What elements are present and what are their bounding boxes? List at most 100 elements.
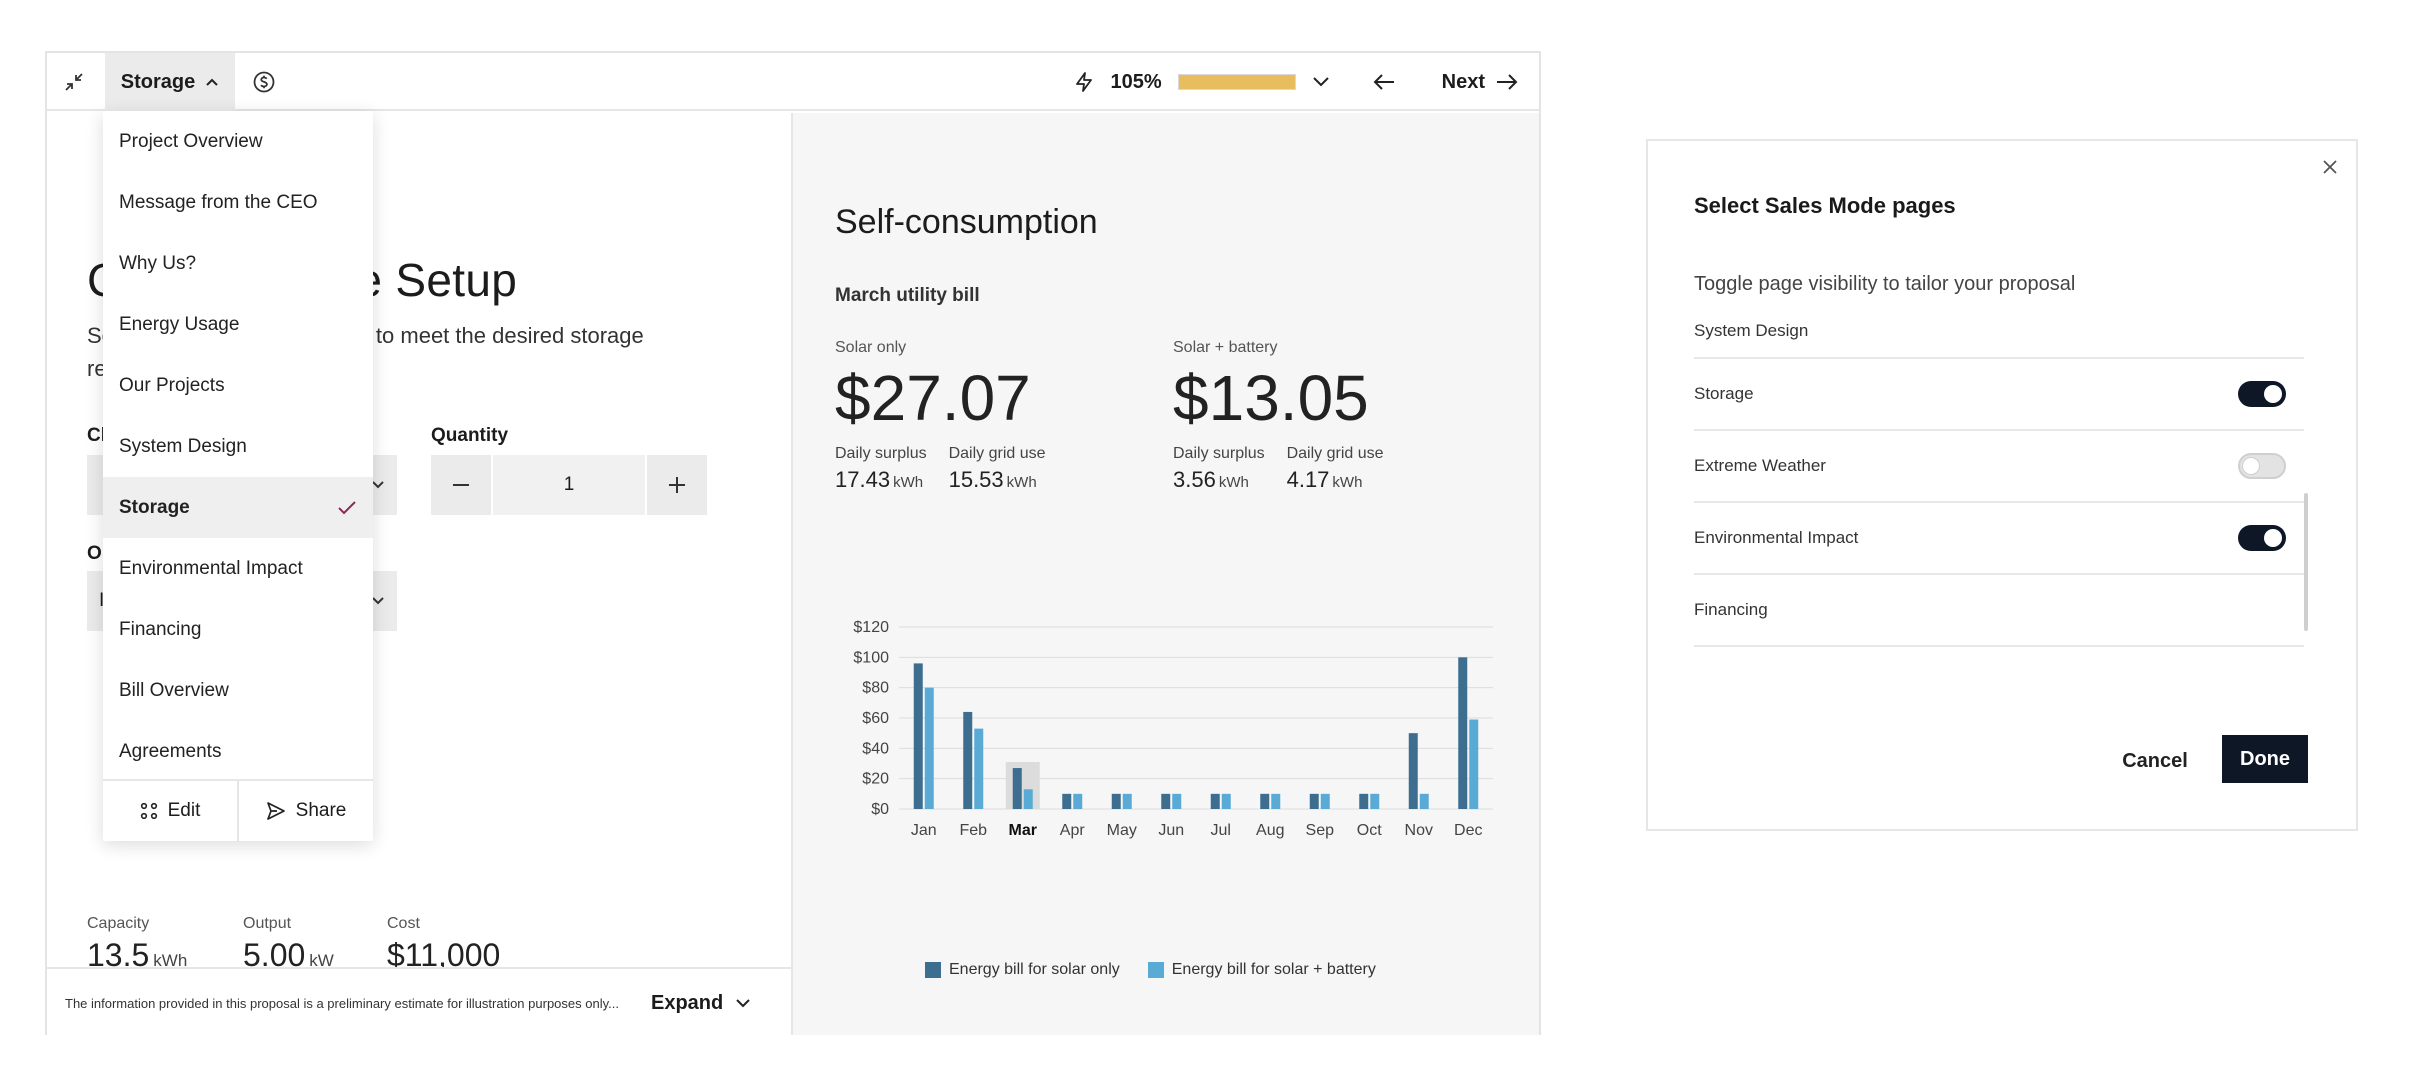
- self-consumption-pane: Self-consumption March utility bill Sola…: [791, 113, 1539, 1035]
- spec-output: Output 5.00 kW: [243, 915, 334, 974]
- grid-dots-icon: [140, 802, 157, 820]
- legend-item-solar-battery: Energy bill for solar + battery: [1147, 961, 1376, 979]
- chart-bar: [1271, 793, 1281, 809]
- menu-item-label: Message from the CEO: [119, 191, 318, 213]
- legend-swatch: [925, 962, 941, 978]
- chart-bar: [1161, 793, 1171, 809]
- page-visibility-list: System Design Storage Extreme Weather Envir…: [1694, 315, 2304, 655]
- y-tick-label: $20: [862, 771, 889, 788]
- collapse-arrows-icon[interactable]: [53, 61, 95, 103]
- chart-bar: [1260, 793, 1270, 809]
- plus-icon: [669, 477, 685, 493]
- spec-label: Output: [243, 915, 292, 932]
- arrow-left-icon[interactable]: [1372, 73, 1396, 91]
- stat-value: 15.53: [948, 467, 1004, 492]
- dollar-circle-icon[interactable]: [243, 61, 285, 103]
- stat-unit: kWh: [1218, 474, 1249, 491]
- menu-item[interactable]: Bill Overview: [103, 660, 373, 721]
- menu-item-label: Financing: [119, 618, 202, 640]
- daily-surplus: Daily surplus 3.56 kWh: [1173, 445, 1265, 493]
- visibility-toggle[interactable]: [2238, 525, 2286, 551]
- menu-item-label: Storage: [119, 496, 190, 518]
- list-scrollbar[interactable]: [2304, 493, 2308, 631]
- chevron-down-icon[interactable]: [1312, 76, 1330, 88]
- menu-item-label: Environmental Impact: [119, 557, 303, 579]
- menu-item-label: Project Overview: [119, 130, 263, 152]
- menu-item[interactable]: Our Projects: [103, 355, 373, 416]
- stat-unit: kWh: [893, 474, 924, 491]
- spec-cost: Cost $11,000: [387, 915, 500, 974]
- chart-bar: [1359, 793, 1369, 809]
- next-button[interactable]: Next: [1442, 71, 1519, 94]
- quantity-increment-button[interactable]: [647, 455, 707, 515]
- done-button[interactable]: Done: [2222, 735, 2308, 783]
- menu-item-label: System Design: [119, 435, 247, 457]
- menu-item[interactable]: Storage: [103, 477, 373, 538]
- page-subtitle-suffix: to meet the desired storage: [375, 323, 644, 348]
- stat-label: Daily grid use: [1286, 445, 1384, 462]
- menu-item[interactable]: Financing: [103, 599, 373, 660]
- share-button[interactable]: Share: [237, 781, 373, 841]
- menu-item[interactable]: Energy Usage: [103, 294, 373, 355]
- chart-bar: [1023, 789, 1033, 809]
- edit-button[interactable]: Edit: [103, 781, 237, 841]
- stat-label: Daily grid use: [948, 445, 1046, 462]
- menu-item[interactable]: Project Overview: [103, 111, 373, 172]
- page-visibility-label: Storage: [1694, 384, 1754, 403]
- visibility-toggle[interactable]: [2238, 381, 2286, 407]
- option-label: O: [87, 543, 102, 564]
- menu-item-label: Why Us?: [119, 252, 197, 274]
- chart-legend: Energy bill for solar only Energy bill f…: [925, 961, 1376, 979]
- power-progress-fill: [1178, 75, 1295, 89]
- menu-item-label: Agreements: [119, 740, 222, 762]
- next-label: Next: [1441, 70, 1485, 93]
- toolbar-right-group: 105% Next: [1074, 53, 1519, 111]
- visibility-toggle[interactable]: [2238, 453, 2286, 479]
- option-select-value: I: [99, 590, 105, 611]
- chart-bar: [1012, 768, 1022, 809]
- legend-item-solar-only: Energy bill for solar only: [925, 961, 1120, 979]
- page-selector-button[interactable]: Storage: [105, 53, 235, 111]
- expand-button[interactable]: Expand: [651, 992, 751, 1015]
- chart-bar: [1309, 793, 1319, 809]
- menu-item[interactable]: Agreements: [103, 721, 373, 782]
- menu-item[interactable]: Why Us?: [103, 233, 373, 294]
- page-visibility-row: Environmental Impact: [1694, 503, 2304, 575]
- quantity-label: Quantity: [431, 425, 509, 446]
- cancel-button[interactable]: Cancel: [2122, 749, 2188, 772]
- expand-label: Expand: [651, 991, 724, 1014]
- page-visibility-row: Extreme Weather: [1694, 431, 2304, 503]
- chevron-down-icon: [736, 999, 750, 1008]
- arrow-right-icon: [1497, 74, 1518, 90]
- power-progress-bar: [1177, 74, 1296, 90]
- x-tick-label: Apr: [1060, 822, 1086, 839]
- menu-item[interactable]: Environmental Impact: [103, 538, 373, 599]
- power-percent: 105%: [1110, 70, 1162, 93]
- bill-label: Solar + battery: [1173, 339, 1278, 356]
- y-tick-label: $60: [862, 710, 889, 727]
- quantity-value[interactable]: 1: [491, 455, 647, 515]
- stat-value: 17.43: [835, 467, 891, 492]
- chart-bar: [1320, 793, 1330, 809]
- spec-label: Capacity: [87, 915, 150, 932]
- page-visibility-label: Extreme Weather: [1694, 456, 1826, 475]
- chart-bar: [1408, 733, 1418, 809]
- bill-solar-battery: Solar + battery $13.05 Daily surplus 3.5…: [1173, 339, 1384, 493]
- chart-bar: [1122, 793, 1132, 809]
- stat-label: Daily surplus: [1173, 445, 1265, 462]
- menu-item[interactable]: Message from the CEO: [103, 172, 373, 233]
- menu-item[interactable]: System Design: [103, 416, 373, 477]
- chart-bar: [1419, 793, 1429, 809]
- chart-bar: [1458, 657, 1468, 809]
- x-tick-label: Aug: [1256, 822, 1284, 839]
- stat-value: 4.17: [1286, 467, 1330, 492]
- page-subtitle-line2: re: [87, 356, 107, 381]
- page-selector-label: Storage: [120, 70, 196, 93]
- x-tick-label: Mar: [1009, 822, 1037, 839]
- lightning-icon: [1076, 72, 1093, 92]
- quantity-decrement-button[interactable]: [431, 455, 491, 515]
- page-visibility-label: System Design: [1694, 321, 1809, 340]
- close-icon[interactable]: [2316, 153, 2344, 181]
- daily-grid-use: Daily grid use 4.17 kWh: [1287, 445, 1384, 493]
- y-tick-label: $40: [862, 740, 889, 757]
